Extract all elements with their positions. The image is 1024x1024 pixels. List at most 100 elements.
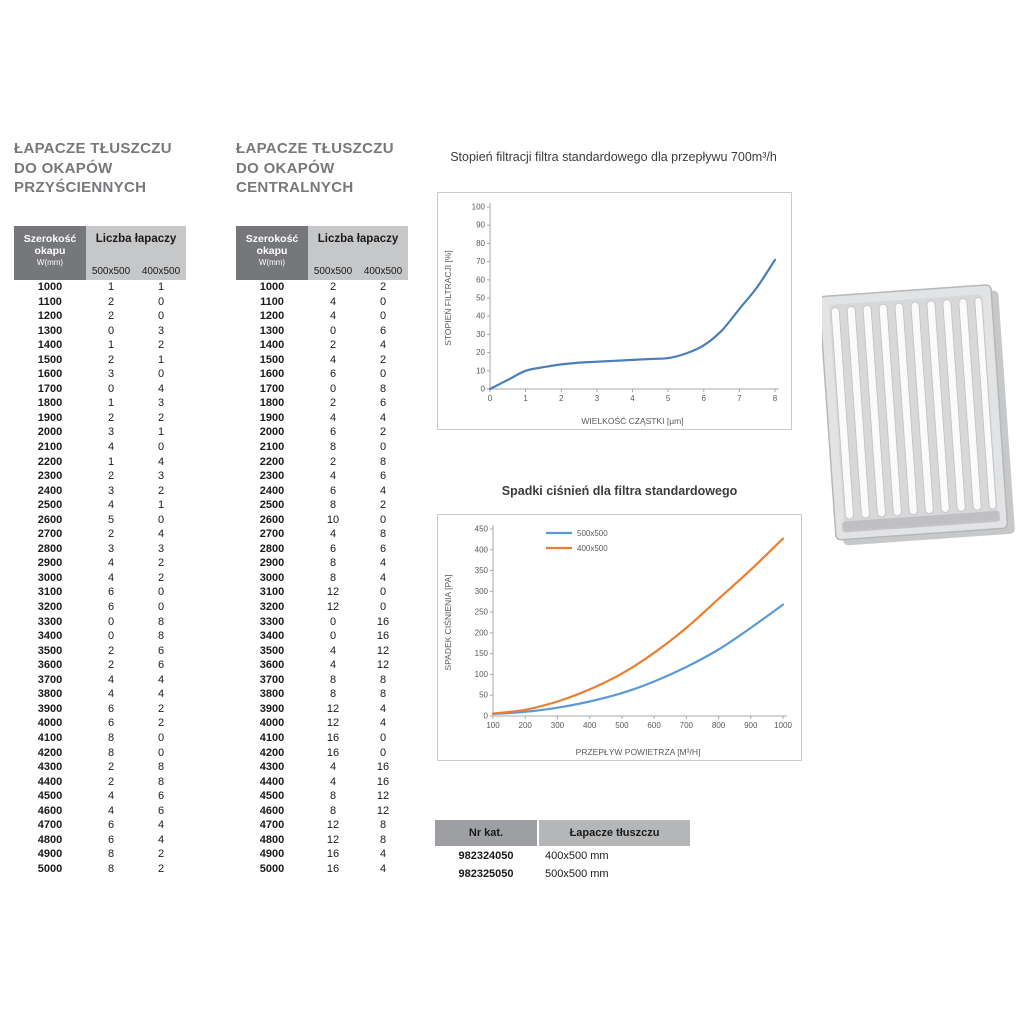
count-500x500-cell: 0 <box>107 324 115 337</box>
count-400x500-cell: 16 <box>376 630 390 643</box>
count-500x500-cell: 8 <box>329 571 337 584</box>
hood-width-cell: 3600 <box>259 659 285 672</box>
count-400x500-cell: 8 <box>379 688 387 701</box>
filter-size-cell: 500x500 mm <box>545 868 609 880</box>
table-row: 1800 2 6 <box>236 396 408 411</box>
count-400x500-cell: 2 <box>379 353 387 366</box>
table-row: 2500 8 2 <box>236 498 408 513</box>
count-500x500-cell: 12 <box>326 819 340 832</box>
count-500x500-cell: 4 <box>107 673 115 686</box>
hood-width-cell: 1600 <box>259 368 285 381</box>
table-row: 1800 1 3 <box>14 396 186 411</box>
count-500x500-cell: 16 <box>326 862 340 875</box>
svg-text:500: 500 <box>615 721 629 730</box>
count-400x500-cell: 6 <box>379 542 387 555</box>
catalog-table-header: Nr kat. Łapacze tłuszczu <box>435 820 690 846</box>
table-row: 3400 0 8 <box>14 629 186 644</box>
table-row: 1500 4 2 <box>236 353 408 368</box>
count-500x500-cell: 4 <box>329 470 337 483</box>
hood-width-cell: 1100 <box>260 295 284 308</box>
table-row: 4200 8 0 <box>14 746 186 761</box>
hood-width-cell: 1000 <box>259 281 285 293</box>
grease-trap-table-central: Szerokość okapu W(mm) Liczba łapaczy 500… <box>236 226 408 876</box>
count-400x500-cell: 2 <box>157 848 165 861</box>
svg-text:30: 30 <box>476 330 485 339</box>
svg-text:300: 300 <box>475 587 489 596</box>
count-400x500-cell: 4 <box>379 717 387 730</box>
count-500x500-cell: 6 <box>329 542 337 555</box>
hood-width-cell: 4600 <box>37 804 63 817</box>
table-row: 2300 4 6 <box>236 469 408 484</box>
svg-text:7: 7 <box>737 394 742 403</box>
svg-text:700: 700 <box>680 721 694 730</box>
count-500x500-cell: 8 <box>107 731 115 744</box>
hood-width-cell: 1800 <box>37 397 63 410</box>
table-row: 3800 8 8 <box>236 687 408 702</box>
hood-width-cell: 3800 <box>259 688 285 701</box>
count-400x500-cell: 16 <box>376 775 390 788</box>
count-500x500-cell: 2 <box>107 295 115 308</box>
count-500x500-cell: 12 <box>326 833 340 846</box>
count-400x500-cell: 4 <box>157 382 165 395</box>
table-row: 1200 4 0 <box>236 309 408 324</box>
count-500x500-cell: 4 <box>329 528 337 541</box>
table-row: 3600 4 12 <box>236 658 408 673</box>
count-400x500-cell: 6 <box>157 659 165 672</box>
count-400x500-cell: 2 <box>157 862 165 875</box>
hood-width-cell: 3400 <box>259 630 285 643</box>
table-row: 4900 16 4 <box>236 847 408 862</box>
count-500x500-cell: 2 <box>107 659 115 672</box>
count-400x500-cell: 12 <box>376 804 390 817</box>
table-row: 4300 4 16 <box>236 760 408 775</box>
count-500x500-cell: 3 <box>107 542 115 555</box>
table-row: 4600 8 12 <box>236 804 408 819</box>
hood-width-cell: 2700 <box>259 528 285 541</box>
table-body: 1000 1 1 1100 2 0 1200 2 0 1300 0 3 1400 1 2 1500 2 1 1600… <box>14 280 186 876</box>
count-400x500-cell: 0 <box>157 731 165 744</box>
hood-width-cell: 4900 <box>37 848 63 861</box>
svg-text:0: 0 <box>484 712 489 721</box>
catalog-row: 982324050 400x500 mm <box>435 848 690 864</box>
count-400x500-cell: 1 <box>157 499 165 512</box>
hood-width-cell: 3800 <box>37 688 63 701</box>
table-row: 2200 2 8 <box>236 455 408 470</box>
count-500x500-cell: 4 <box>329 775 337 788</box>
count-400x500-cell: 6 <box>379 324 387 337</box>
count-500x500-cell: 0 <box>107 630 115 643</box>
svg-text:70: 70 <box>476 257 485 266</box>
count-500x500-cell: 3 <box>107 426 115 439</box>
hood-width-cell: 2400 <box>37 484 63 497</box>
count-500x500-cell: 2 <box>107 353 115 366</box>
table-row: 4000 12 4 <box>236 716 408 731</box>
hood-width-cell: 2000 <box>259 426 285 439</box>
count-500x500-cell: 8 <box>329 441 337 454</box>
svg-text:250: 250 <box>475 608 489 617</box>
size-subheader-400x500: 400x500 <box>141 266 181 277</box>
svg-text:PRZEPŁYW POWIETRZA [M³/H]: PRZEPŁYW POWIETRZA [M³/H] <box>576 747 701 757</box>
count-400x500-cell: 4 <box>379 862 387 875</box>
count-400x500-cell: 2 <box>157 702 165 715</box>
hood-width-cell: 2300 <box>259 470 285 483</box>
table-row: 1100 4 0 <box>236 295 408 310</box>
table-row: 2800 6 6 <box>236 542 408 557</box>
count-500x500-cell: 2 <box>107 775 115 788</box>
count-400x500-cell: 0 <box>157 746 165 759</box>
count-500x500-cell: 12 <box>326 702 340 715</box>
count-400x500-cell: 4 <box>379 702 387 715</box>
hood-width-cell: 3000 <box>37 571 63 584</box>
count-400x500-cell: 4 <box>379 411 387 424</box>
table-row: 2300 2 3 <box>14 469 186 484</box>
hood-width-cell: 1900 <box>37 411 63 424</box>
table-row: 2100 4 0 <box>14 440 186 455</box>
hood-width-cell: 2900 <box>259 557 285 570</box>
count-500x500-cell: 8 <box>329 790 337 803</box>
count-500x500-cell: 6 <box>107 586 115 599</box>
hood-width-cell: 4400 <box>37 775 63 788</box>
count-500x500-cell: 2 <box>329 281 337 293</box>
hood-width-cell: 5000 <box>37 862 63 875</box>
hood-width-cell: 1200 <box>37 310 63 323</box>
count-400x500-cell: 4 <box>157 819 165 832</box>
count-500x500-cell: 8 <box>329 688 337 701</box>
table-body: 1000 2 2 1100 4 0 1200 4 0 1300 0 6 1400 2 4 1500 4 2 1600… <box>236 280 408 876</box>
count-400x500-cell: 2 <box>157 484 165 497</box>
